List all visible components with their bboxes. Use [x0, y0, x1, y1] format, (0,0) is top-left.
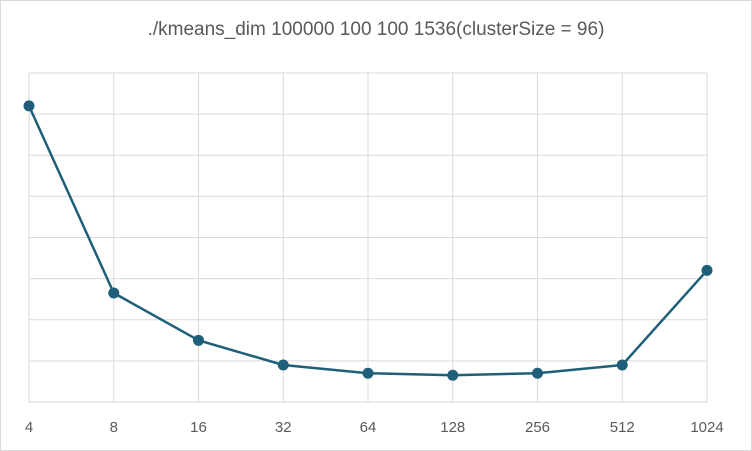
data-point — [447, 369, 459, 381]
x-tick-label: 8 — [110, 419, 118, 436]
data-point — [23, 100, 35, 112]
data-point — [532, 367, 543, 379]
data-point — [616, 359, 628, 371]
x-tick-label: 16 — [190, 419, 207, 436]
grid — [28, 72, 708, 403]
data-point — [362, 367, 374, 379]
data-point — [193, 334, 204, 346]
x-tick-labels: 4 8 16 32 64 128 256 512 1024 — [25, 419, 724, 436]
x-tick-label: 1024 — [690, 419, 723, 436]
x-tick-label: 32 — [275, 419, 292, 436]
x-tick-label: 64 — [360, 419, 377, 436]
x-tick-label: 256 — [525, 419, 550, 436]
x-tick-label: 512 — [610, 419, 635, 436]
data-point — [277, 359, 289, 371]
x-tick-label: 128 — [440, 419, 465, 436]
x-tick-label: 4 — [25, 419, 33, 436]
chart-title: ./kmeans_dim 100000 100 100 1536(cluster… — [147, 19, 605, 40]
series-layer — [23, 100, 713, 381]
data-point — [701, 264, 713, 276]
data-point — [108, 287, 120, 299]
